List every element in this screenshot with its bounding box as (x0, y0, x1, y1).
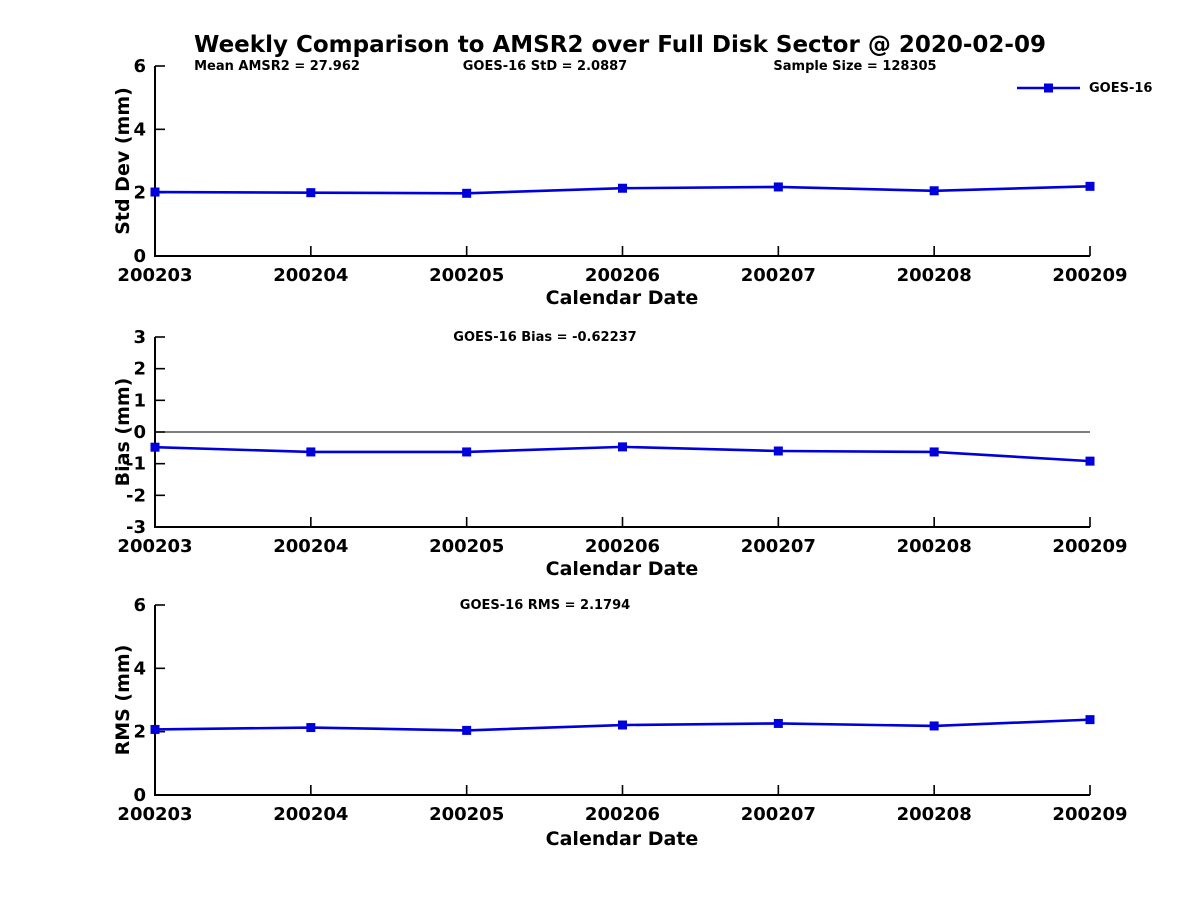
data-point-marker (306, 723, 316, 733)
rms-y-axis-label: RMS (mm) (112, 644, 134, 756)
x-tick-label: 200203 (117, 536, 192, 557)
x-tick-label: 200206 (585, 804, 660, 825)
y-tick-label: 2 (133, 722, 146, 743)
data-point-marker (462, 447, 472, 457)
y-tick-label: -2 (126, 485, 146, 506)
y-tick-label: 2 (133, 359, 146, 380)
x-tick-label: 200208 (897, 265, 972, 286)
x-tick-label: 200203 (117, 265, 192, 286)
y-tick-label: 3 (133, 327, 146, 348)
figure-title: Weekly Comparison to AMSR2 over Full Dis… (194, 32, 1046, 58)
x-tick-label: 200205 (429, 265, 504, 286)
x-tick-label: 200205 (429, 536, 504, 557)
stddev-x-axis-label: Calendar Date (545, 287, 699, 309)
x-tick-label: 200209 (1052, 536, 1127, 557)
y-tick-label: 0 (133, 785, 146, 806)
legend: GOES-16 (1016, 80, 1152, 96)
axis-spine (154, 66, 1090, 257)
x-tick-label: 200206 (585, 536, 660, 557)
annotation-goes16-bias: GOES-16 Bias = -0.62237 (453, 330, 637, 345)
data-point-marker (306, 188, 316, 198)
data-point-marker (929, 721, 939, 731)
axis-spine (154, 605, 1090, 796)
data-point-marker (306, 447, 316, 457)
data-point-marker (150, 724, 160, 734)
x-tick-label: 200208 (897, 536, 972, 557)
x-tick-label: 200206 (585, 265, 660, 286)
data-point-marker (150, 442, 160, 452)
x-tick-label: 200204 (273, 265, 348, 286)
bias-x-axis-label: Calendar Date (545, 558, 699, 580)
x-tick-label: 200203 (117, 804, 192, 825)
subplot-std-dev: 0 2 4 6 200203 200204 200205 200206 200207 200208… (117, 56, 1127, 286)
data-point-marker (929, 447, 939, 457)
x-tick-label: 200207 (741, 265, 816, 286)
data-point-marker (462, 725, 472, 735)
data-point-marker (1085, 715, 1095, 725)
data-point-marker (618, 183, 627, 193)
y-tick-label: 4 (133, 119, 146, 140)
data-point-marker (462, 188, 472, 198)
data-point-marker (773, 182, 783, 192)
annotation-sample-size: Sample Size = 128305 (773, 59, 937, 74)
legend-marker (1044, 83, 1053, 93)
x-tick-label: 200208 (897, 804, 972, 825)
x-tick-label: 200204 (273, 804, 348, 825)
y-tick-label: 0 (133, 246, 146, 267)
y-tick-label: -3 (126, 517, 146, 538)
data-point-marker (929, 186, 939, 196)
data-point-marker (773, 446, 783, 456)
x-tick-label: 200209 (1052, 265, 1127, 286)
x-tick-label: 200207 (741, 536, 816, 557)
data-point-marker (1085, 456, 1095, 466)
y-tick-label: -1 (126, 454, 146, 475)
data-point-marker (618, 442, 627, 452)
bias-y-axis-label: Bias (mm) (112, 377, 134, 487)
y-tick-label: 6 (133, 595, 146, 616)
annotation-mean-amsr2: Mean AMSR2 = 27.962 (194, 59, 360, 74)
legend-line-marker-icon (1017, 83, 1080, 93)
y-tick-label: 6 (133, 56, 146, 77)
data-point-marker (773, 718, 783, 728)
data-point-marker (1085, 181, 1095, 191)
legend-label: GOES-16 (1089, 80, 1153, 96)
x-tick-label: 200207 (741, 804, 816, 825)
data-point-marker (618, 720, 627, 730)
y-tick-label: 0 (133, 422, 146, 443)
annotation-goes16-std: GOES-16 StD = 2.0887 (462, 59, 628, 74)
subplot-rms: 0 2 4 6 200203 200204 200205 200206 200207 200208… (117, 595, 1127, 825)
stddev-y-axis-label: Std Dev (mm) (112, 87, 134, 235)
data-point-marker (150, 187, 160, 197)
rms-x-axis-label: Calendar Date (545, 828, 699, 850)
y-tick-label: 2 (133, 183, 146, 204)
x-tick-label: 200204 (273, 536, 348, 557)
y-tick-label: 4 (133, 658, 146, 679)
y-tick-label: 1 (133, 390, 146, 411)
x-tick-label: 200205 (429, 804, 504, 825)
annotation-goes16-rms: GOES-16 RMS = 2.1794 (459, 598, 631, 613)
x-tick-label: 200209 (1052, 804, 1127, 825)
subplot-bias: -3 -2 -1 0 1 2 3 200203 200204 200205 200206 200207… (117, 327, 1127, 557)
